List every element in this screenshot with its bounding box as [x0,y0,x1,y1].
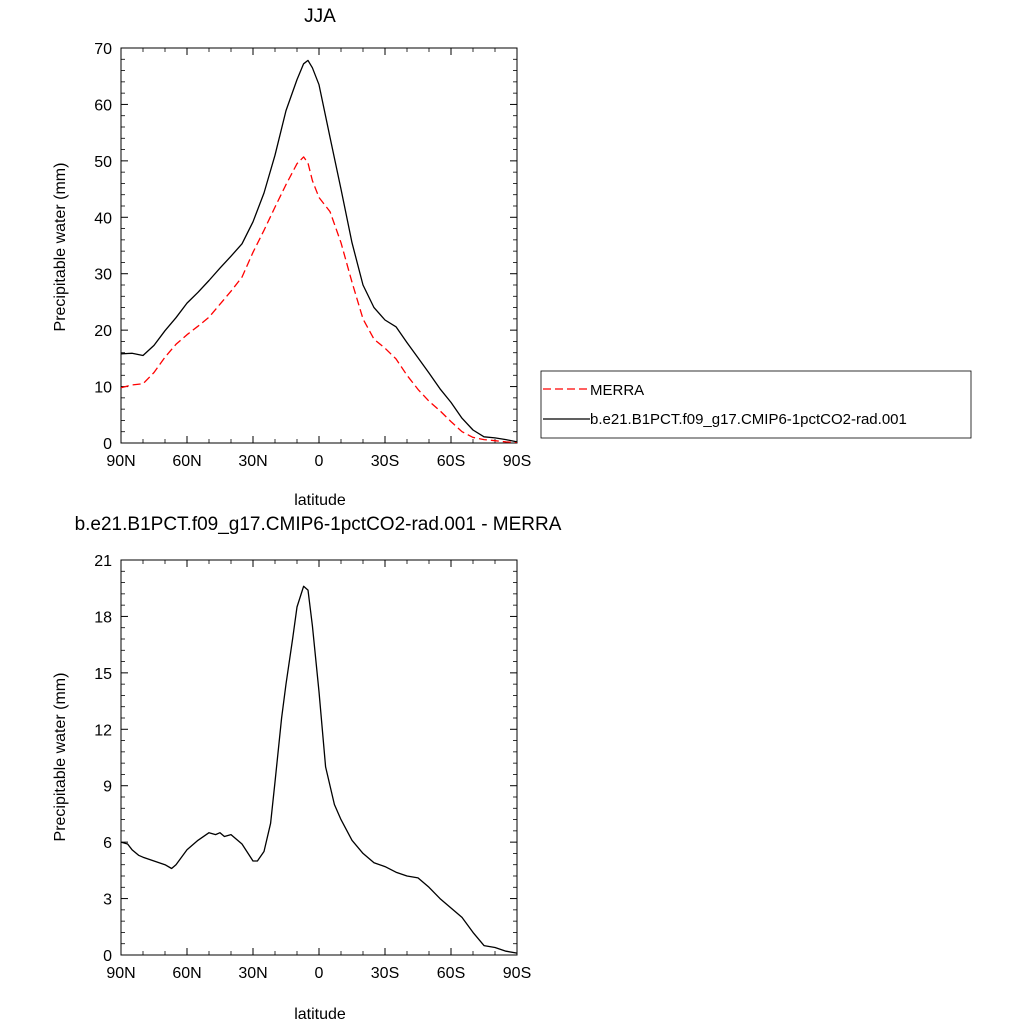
x-tick-label: 30S [371,453,399,470]
y-tick-label: 60 [94,97,112,114]
y-tick-label: 0 [103,948,112,965]
top-series-line-merra [120,156,518,444]
bottom-series-line-difference [120,585,518,954]
top-chart-xlabel: latitude [294,492,346,509]
top-chart-series [120,59,518,444]
x-tick-label: 60S [437,453,465,470]
bottom-chart-ticks: 0 3 6 9 12 15 18 21 90N 60N 30N 0 30S 60S 90S [94,553,531,982]
top-series-line-b-e21-b1pct-f09-g17-cmip6-1pctco2-rad-001 [120,59,518,443]
y-tick-label: 21 [94,553,112,570]
x-tick-label: 60N [172,965,201,982]
legend: MERRA b.e21.B1PCT.f09_g17.CMIP6-1pctCO2-… [540,370,972,439]
y-tick-label: 12 [94,722,112,739]
legend-box [540,370,972,439]
x-tick-label: 60S [437,965,465,982]
top-chart-ylabel: Precipitable water (mm) [52,163,69,332]
y-tick-label: 0 [103,436,112,453]
y-tick-label: 10 [94,380,112,397]
x-tick-label: 90S [503,965,531,982]
x-tick-label: 90N [106,453,135,470]
y-tick-label: 9 [103,779,112,796]
y-tick-label: 20 [94,323,112,340]
top-chart-ticks: 0 10 20 30 40 50 60 70 90N 60N 30N 0 30S 60S 90S [94,41,531,470]
bottom-chart-frame [120,559,518,956]
y-tick-label: 70 [94,41,112,58]
legend-label-model: b.e21.B1PCT.f09_g17.CMIP6-1pctCO2-rad.00… [590,411,907,428]
y-tick-label: 40 [94,210,112,227]
y-tick-label: 30 [94,267,112,284]
y-tick-label: 6 [103,835,112,852]
x-tick-label: 0 [315,453,324,470]
x-tick-label: 0 [315,965,324,982]
y-tick-label: 18 [94,609,112,626]
top-chart-panel: JJA latitude Precipitable water (mm) 0 10… [52,6,531,509]
x-tick-label: 30N [238,965,267,982]
y-tick-label: 3 [103,892,112,909]
bottom-chart-panel: b.e21.B1PCT.f09_g17.CMIP6-1pctCO2-rad.00… [52,514,562,1023]
x-tick-label: 90S [503,453,531,470]
x-tick-label: 60N [172,453,201,470]
x-tick-label: 30N [238,453,267,470]
y-tick-label: 15 [94,666,112,683]
x-tick-label: 90N [106,965,135,982]
bottom-chart-title: b.e21.B1PCT.f09_g17.CMIP6-1pctCO2-rad.00… [75,514,562,535]
top-chart-frame [120,47,518,444]
legend-label-merra: MERRA [590,382,644,399]
bottom-chart-xlabel: latitude [294,1006,346,1023]
y-tick-label: 50 [94,154,112,171]
x-tick-label: 30S [371,965,399,982]
bottom-chart-ylabel: Precipitable water (mm) [52,673,69,842]
bottom-chart-series [120,585,518,954]
top-chart-title: JJA [304,6,336,27]
